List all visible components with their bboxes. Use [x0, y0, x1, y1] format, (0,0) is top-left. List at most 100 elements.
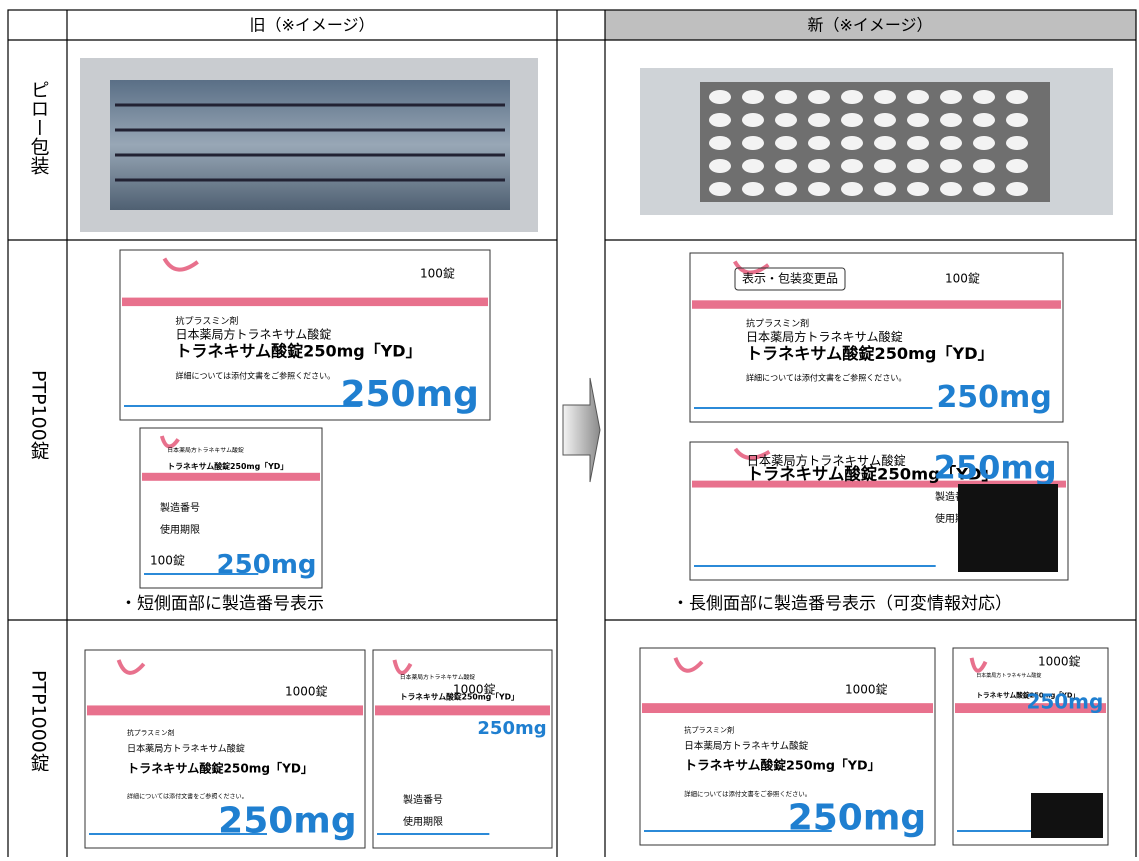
- pkg-count: 1000錠: [285, 684, 328, 699]
- pkg-text: 抗プラスミン剤: [127, 728, 175, 737]
- pill: [775, 182, 797, 196]
- pill: [907, 113, 929, 127]
- pill: [775, 159, 797, 173]
- new-header: 新（※イメージ）: [807, 16, 932, 35]
- pill: [841, 159, 863, 173]
- old-header: 旧（※イメージ）: [249, 16, 374, 35]
- pkg-count: 1000錠: [453, 682, 496, 697]
- pill: [808, 113, 830, 127]
- packages: 抗プラスミン剤日本薬局方トラネキサム酸錠トラネキサム酸錠250mg「YD」詳細に…: [84, 249, 1109, 849]
- pill: [742, 136, 764, 150]
- pkg-text: 詳細については添付文書をご参照ください。: [684, 789, 811, 798]
- pkg-brand: トラネキサム酸錠250mg「YD」: [976, 690, 1079, 699]
- pkg-text: 日本薬局方トラネキサム酸錠: [747, 453, 906, 468]
- label-frame: [734, 267, 846, 291]
- pkg-text: 抗プラスミン剤: [684, 726, 734, 735]
- pkg-text: 日本薬局方トラネキサム酸錠: [684, 740, 808, 752]
- pink-stripe: [142, 472, 320, 481]
- pkg-brand: トラネキサム酸錠250mg「YD」: [127, 760, 313, 775]
- caption: ・長側面部に製造番号表示（可変情報対応）: [672, 594, 1012, 614]
- pkg-count: 100錠: [945, 271, 980, 286]
- row-label: PTP100錠: [28, 370, 50, 460]
- pill: [940, 182, 962, 196]
- pkg-text: 使用期限: [160, 523, 200, 536]
- pkg-text: 製造番号: [160, 501, 200, 514]
- pink-stripe: [692, 300, 1061, 309]
- pill: [1006, 159, 1028, 173]
- pill: [841, 113, 863, 127]
- pkg-brand: トラネキサム酸錠250mg「YD」: [167, 461, 288, 471]
- package-box: [372, 649, 553, 849]
- pill: [808, 136, 830, 150]
- pill: [709, 90, 731, 104]
- pill: [973, 113, 995, 127]
- pill: [841, 90, 863, 104]
- pill: [973, 136, 995, 150]
- package-box: [84, 649, 366, 849]
- pkg-strength: 250mg: [340, 374, 478, 415]
- pink-stripe: [122, 297, 488, 307]
- pill: [775, 136, 797, 150]
- pill: [1006, 182, 1028, 196]
- pill: [907, 182, 929, 196]
- pill: [775, 90, 797, 104]
- pkg-strength: 250mg: [1026, 690, 1103, 714]
- logo: [733, 260, 770, 275]
- pill: [709, 182, 731, 196]
- logo: [159, 435, 180, 449]
- pill: [940, 113, 962, 127]
- logo: [116, 659, 146, 675]
- pill: [907, 136, 929, 150]
- pink-stripe: [692, 480, 1066, 488]
- package-box: [119, 249, 491, 421]
- pink-stripe: [642, 703, 933, 714]
- pkg-text: 日本薬局方トラネキサム酸錠: [167, 446, 244, 454]
- pill: [874, 113, 896, 127]
- pill: [940, 90, 962, 104]
- pill: [709, 159, 731, 173]
- pkg-strength: 250mg: [217, 550, 317, 580]
- pkg-brand: トラネキサム酸錠250mg「YD」: [176, 342, 422, 361]
- pillow-new: [640, 68, 1113, 215]
- pill: [808, 182, 830, 196]
- arrow: [562, 377, 601, 483]
- pill: [973, 90, 995, 104]
- logo: [162, 257, 199, 272]
- pill: [742, 182, 764, 196]
- pkg-text: 日本薬局方トラネキサム酸錠: [127, 743, 245, 755]
- pillow-old: [80, 58, 538, 232]
- logo: [969, 657, 988, 673]
- pkg-count: 1000錠: [845, 682, 888, 697]
- pill: [1006, 90, 1028, 104]
- package-box: [139, 427, 323, 589]
- pkg-brand: トラネキサム酸錠250mg「YD」: [746, 344, 994, 363]
- pkg-strength: 250mg: [936, 380, 1051, 415]
- pill: [907, 90, 929, 104]
- pill: [742, 159, 764, 173]
- pill: [1006, 136, 1028, 150]
- pkg-text: 製造番号: [403, 793, 443, 806]
- pill: [808, 159, 830, 173]
- pill: [742, 113, 764, 127]
- pill: [874, 90, 896, 104]
- pill: [841, 182, 863, 196]
- pkg-text: 詳細については添付文書をご参照ください。: [746, 373, 907, 383]
- pkg-strength: 250mg: [477, 718, 546, 739]
- pkg-text: 表示・包装変更品: [742, 271, 838, 286]
- pill: [874, 182, 896, 196]
- pkg-text: 日本薬局方トラネキサム酸錠: [400, 673, 475, 681]
- pkg-text: 日本薬局方トラネキサム酸錠: [976, 672, 1041, 679]
- pill: [1006, 113, 1028, 127]
- package-box: [639, 647, 936, 846]
- pill: [841, 136, 863, 150]
- pill: [808, 90, 830, 104]
- pill: [775, 113, 797, 127]
- pill: [874, 159, 896, 173]
- pkg-text: 詳細については添付文書をご参照ください。: [127, 793, 248, 801]
- pkg-text: 日本薬局方トラネキサム酸錠: [176, 327, 332, 342]
- pkg-count: 1000錠: [1038, 654, 1081, 669]
- pkg-strength: 250mg: [934, 449, 1057, 487]
- pkg-count: 100錠: [150, 553, 185, 568]
